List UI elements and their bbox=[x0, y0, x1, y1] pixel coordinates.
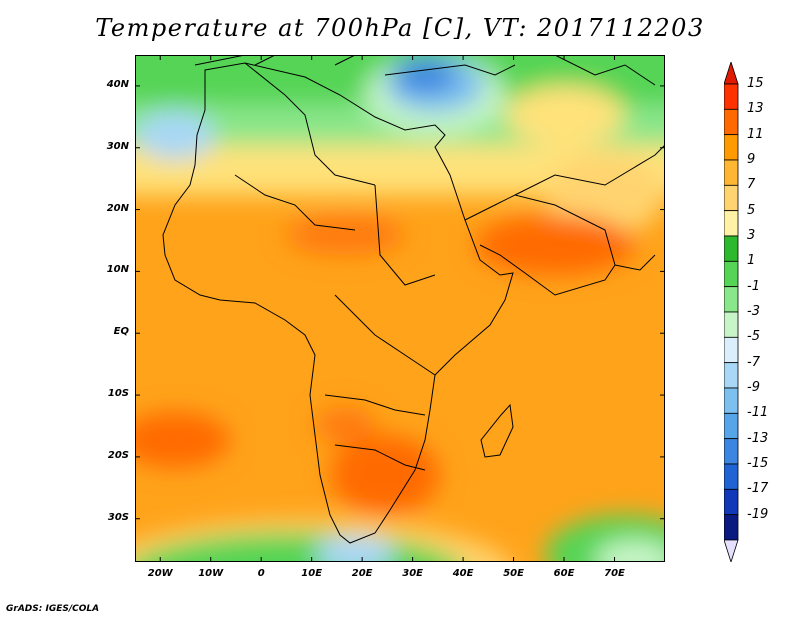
colorbar-swatch bbox=[723, 362, 739, 389]
lon-tick-label: 50E bbox=[503, 568, 524, 579]
colorbar-level-label: 3 bbox=[747, 228, 756, 243]
colorbar-swatch bbox=[723, 488, 739, 516]
coastlines bbox=[162, 55, 665, 544]
lat-tick-label: EQ bbox=[113, 326, 129, 338]
colorbar-swatch bbox=[723, 83, 739, 110]
colorbar-swatch bbox=[723, 463, 739, 490]
colorbar-swatch bbox=[723, 286, 739, 313]
map-title: Temperature at 700hPa [C], VT: 201711220… bbox=[95, 14, 705, 42]
colorbar-level-label: 13 bbox=[747, 101, 764, 117]
lon-tick-label: 40E bbox=[452, 568, 474, 579]
colorbar-level-label: -5 bbox=[747, 329, 760, 345]
colorbar-level-label: -7 bbox=[747, 354, 760, 370]
lat-tick-label: 30S bbox=[107, 511, 129, 523]
colorbar-swatch bbox=[723, 210, 739, 237]
lon-tick-label: 30E bbox=[402, 568, 423, 579]
temperature-map bbox=[135, 55, 665, 562]
colorbar-level-label: -3 bbox=[747, 304, 760, 319]
colorbar-swatch bbox=[723, 108, 739, 136]
colorbar-level-label: -19 bbox=[747, 506, 769, 522]
colorbar-level-label: -13 bbox=[747, 430, 769, 446]
lat-tick-label: 20N bbox=[106, 202, 129, 214]
colorbar-max-arrow bbox=[723, 60, 739, 85]
colorbar-level-label: 5 bbox=[747, 202, 756, 218]
map-panel: 40N 30N 20N 10N EQ 10S 20S 30S 20W 10W 0 10E 20E 30E… bbox=[107, 55, 665, 579]
colorbar-level-label: -9 bbox=[747, 380, 760, 395]
lon-tick-label: 70E bbox=[604, 568, 625, 579]
lon-tick-label: 20E bbox=[351, 568, 373, 579]
colorbar-swatch bbox=[723, 438, 739, 465]
lon-tick-label: 0 bbox=[257, 568, 265, 579]
lat-tick-label: 30N bbox=[106, 140, 129, 152]
axis-ticks bbox=[135, 55, 665, 562]
colorbar-level-label: 11 bbox=[747, 126, 764, 142]
colorbar-swatch bbox=[723, 387, 739, 414]
temperature-field bbox=[135, 55, 665, 562]
colorbar-scale bbox=[723, 60, 739, 564]
colorbar-swatch bbox=[723, 159, 739, 186]
colorbar-swatch bbox=[723, 514, 739, 541]
colorbar-swatch bbox=[723, 412, 739, 440]
lon-tick-label: 10E bbox=[301, 568, 323, 579]
colorbar-swatch bbox=[723, 260, 739, 288]
lat-tick-label: 20S bbox=[107, 449, 129, 461]
lat-tick-label: 10N bbox=[106, 264, 129, 276]
colorbar-level-label: 9 bbox=[747, 152, 756, 167]
colorbar-level-label: 7 bbox=[747, 177, 756, 193]
colorbar-swatch bbox=[723, 311, 739, 338]
colorbar: 15 13 11 9 7 5 3 1 -1 -3 -5 -7 -9 -11 -13 -15 -17 -19 bbox=[723, 60, 794, 564]
lat-tick-label: 40N bbox=[106, 78, 129, 90]
colorbar-level-label: -11 bbox=[747, 405, 769, 421]
colorbar-level-label: 15 bbox=[747, 76, 764, 91]
map-frame bbox=[135, 55, 665, 562]
colorbar-level-label: -15 bbox=[747, 456, 769, 471]
colorbar-swatch bbox=[723, 336, 739, 364]
lat-tick-label: 10S bbox=[107, 388, 129, 400]
lon-tick-label: 20W bbox=[147, 568, 173, 579]
colorbar-level-label: -1 bbox=[747, 278, 760, 294]
credit-text: GrADS: IGES/COLA bbox=[6, 604, 100, 614]
lon-tick-label: 10W bbox=[198, 568, 224, 579]
colorbar-swatch bbox=[723, 235, 739, 262]
colorbar-swatch bbox=[723, 184, 739, 212]
colorbar-level-label: 1 bbox=[747, 253, 756, 269]
lon-tick-label: 60E bbox=[553, 568, 575, 579]
colorbar-level-label: -17 bbox=[747, 481, 769, 497]
colorbar-min-arrow bbox=[723, 539, 739, 564]
colorbar-swatch bbox=[723, 134, 739, 161]
